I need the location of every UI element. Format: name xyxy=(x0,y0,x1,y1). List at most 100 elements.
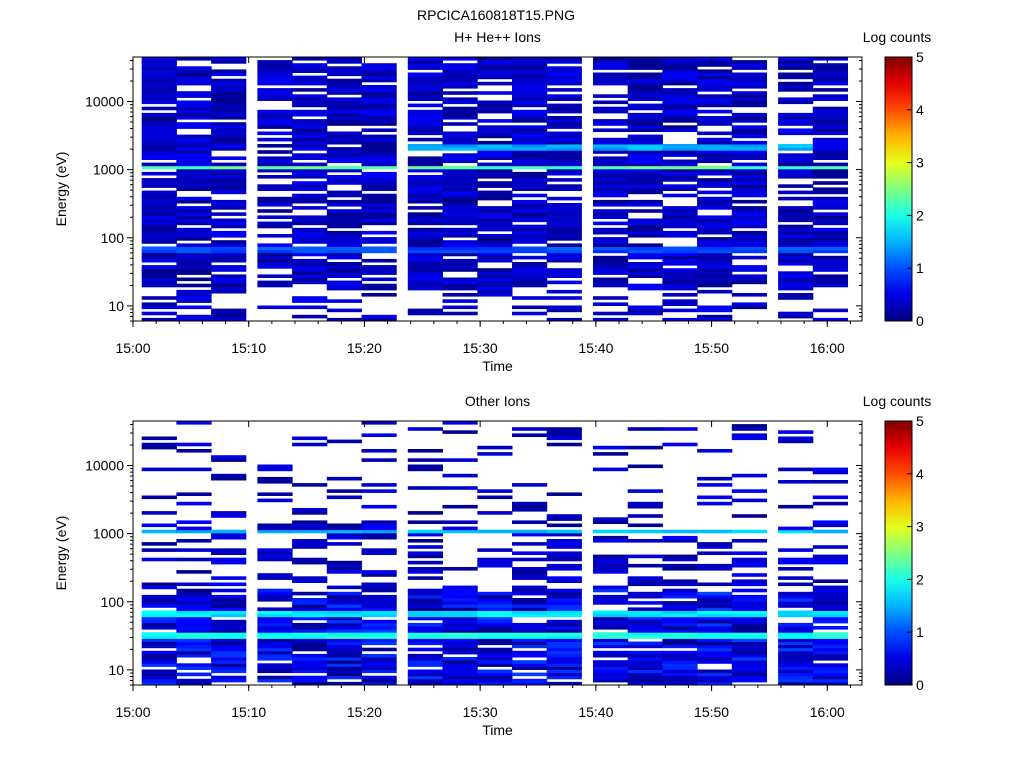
heatmap-cell xyxy=(326,604,362,608)
heatmap-cell xyxy=(326,613,362,618)
heatmap-cell xyxy=(407,230,443,235)
heatmap-cell xyxy=(361,520,397,524)
heatmap-cell xyxy=(662,308,698,313)
heatmap-cell xyxy=(546,97,582,101)
heatmap-cell xyxy=(141,548,177,552)
heatmap-cell xyxy=(731,632,767,636)
heatmap-cell xyxy=(546,539,582,543)
heatmap-cell xyxy=(361,209,397,213)
heatmap-cell xyxy=(546,666,582,670)
heatmap-cell xyxy=(731,657,767,661)
colorbar-tick-label: 5 xyxy=(916,49,924,65)
heatmap-cell xyxy=(361,137,397,142)
heatmap-cell xyxy=(593,168,629,173)
heatmap-cell xyxy=(477,218,513,223)
heatmap-cell xyxy=(361,449,397,453)
heatmap-cell xyxy=(292,560,328,565)
heatmap-cell xyxy=(697,567,733,571)
heatmap-cell xyxy=(731,293,767,297)
heatmap-cell xyxy=(477,103,513,108)
heatmap-cell xyxy=(211,137,247,142)
heatmap-cell xyxy=(546,109,582,114)
heatmap-cell xyxy=(141,622,177,627)
heatmap-cell xyxy=(141,311,177,316)
y-axis-label: Energy (eV) xyxy=(53,152,69,227)
heatmap-cell xyxy=(361,641,397,646)
heatmap-cell xyxy=(176,187,212,191)
panel-title: Other Ions xyxy=(465,393,530,409)
heatmap-cell xyxy=(812,644,848,649)
heatmap-cell xyxy=(477,252,513,257)
heatmap-cell xyxy=(361,122,397,126)
heatmap-cell xyxy=(477,635,513,639)
heatmap-cell xyxy=(627,199,663,204)
heatmap-cell xyxy=(361,529,397,534)
heatmap-cell xyxy=(812,591,848,596)
heatmap-cell xyxy=(442,106,478,111)
heatmap-cell xyxy=(361,489,397,493)
heatmap-cell xyxy=(361,265,397,269)
heatmap-cell xyxy=(442,203,478,207)
heatmap-cell xyxy=(593,203,629,207)
heatmap-cell xyxy=(361,653,397,658)
heatmap-cell xyxy=(361,199,397,204)
heatmap-cell xyxy=(326,635,362,639)
heatmap-cell xyxy=(731,221,767,226)
heatmap-cell xyxy=(211,610,247,615)
heatmap-cell xyxy=(361,638,397,642)
heatmap-cell xyxy=(211,317,247,322)
heatmap-cell xyxy=(257,81,293,86)
heatmap-cell xyxy=(211,548,247,552)
heatmap-cell xyxy=(593,162,629,167)
heatmap-cell xyxy=(546,436,582,441)
heatmap-cell xyxy=(477,168,513,173)
heatmap-cell xyxy=(292,147,328,151)
heatmap-cell xyxy=(211,666,247,670)
heatmap-cell xyxy=(407,286,443,291)
heatmap-cell xyxy=(778,582,814,587)
heatmap-cell xyxy=(512,150,548,154)
heatmap-cell xyxy=(512,153,548,157)
heatmap-cell xyxy=(812,165,848,170)
heatmap-cell xyxy=(546,613,582,618)
heatmap-cell xyxy=(778,234,814,238)
heatmap-cell xyxy=(546,153,582,157)
heatmap-cell xyxy=(778,663,814,667)
heatmap-cell xyxy=(697,672,733,677)
heatmap-cell xyxy=(778,184,814,188)
heatmap-cell xyxy=(593,147,629,151)
heatmap-cell xyxy=(326,181,362,185)
heatmap-cell xyxy=(141,305,177,310)
heatmap-cell xyxy=(407,622,443,627)
heatmap-cell xyxy=(593,601,629,605)
heatmap-cell xyxy=(477,563,513,568)
heatmap-cell xyxy=(477,660,513,664)
heatmap-cell xyxy=(477,647,513,652)
heatmap-cell xyxy=(627,134,663,139)
heatmap-cell xyxy=(546,567,582,571)
heatmap-cell xyxy=(176,69,212,73)
heatmap-cell xyxy=(407,112,443,117)
heatmap-cell xyxy=(697,265,733,269)
heatmap-cell xyxy=(812,601,848,605)
heatmap-cell xyxy=(257,224,293,229)
heatmap-cell xyxy=(697,199,733,204)
heatmap-cell xyxy=(662,112,698,117)
heatmap-cell xyxy=(812,206,848,210)
heatmap-cell xyxy=(662,672,698,677)
heatmap-cell xyxy=(627,234,663,238)
heatmap-cell xyxy=(778,653,814,658)
heatmap-cell xyxy=(593,57,629,61)
heatmap-cell xyxy=(442,193,478,198)
heatmap-cell xyxy=(361,678,397,683)
heatmap-cell xyxy=(361,159,397,164)
heatmap-cell xyxy=(477,128,513,132)
heatmap-cell xyxy=(211,91,247,95)
heatmap-cell xyxy=(292,660,328,664)
heatmap-cell xyxy=(662,613,698,618)
heatmap-cell xyxy=(546,230,582,235)
heatmap-cell xyxy=(593,144,629,148)
colorbar-tick-label: 1 xyxy=(916,624,924,640)
heatmap-cell xyxy=(211,607,247,611)
heatmap-cell xyxy=(627,271,663,275)
